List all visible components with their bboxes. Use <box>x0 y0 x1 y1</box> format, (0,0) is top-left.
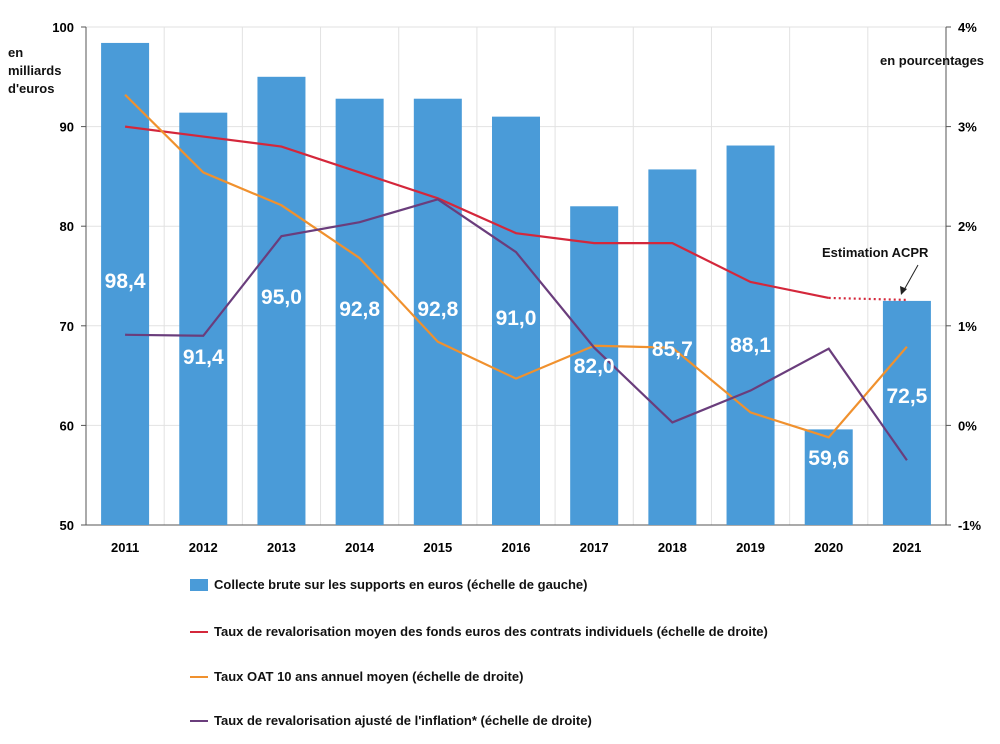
annotation-estimation: Estimation ACPR <box>822 245 929 260</box>
left-tick-label: 70 <box>60 319 74 334</box>
right-tick-label: 1% <box>958 319 977 334</box>
legend-swatch-line <box>190 719 208 722</box>
x-tick-label: 2020 <box>814 540 843 555</box>
legend-swatch-line <box>190 630 208 633</box>
legend-item-collecte: Collecte brute sur les supports en euros… <box>190 577 588 592</box>
bar-2015 <box>413 98 462 525</box>
left-tick-label: 60 <box>60 418 74 433</box>
bar-2012 <box>179 112 228 525</box>
right-tick-label: -1% <box>958 518 982 533</box>
left-axis-label: en milliards d'euros <box>8 45 62 96</box>
bar-data-label: 95,0 <box>261 286 302 309</box>
right-axis-label: en pourcentages <box>880 53 985 68</box>
line-series-2 <box>124 93 908 439</box>
legend-label: Collecte brute sur les supports en euros… <box>214 577 588 592</box>
bar-2016 <box>492 116 540 525</box>
bar-data-label: 82,0 <box>574 355 615 378</box>
right-tick-label: 0% <box>958 418 977 433</box>
bar-2019 <box>726 145 775 526</box>
bar-data-label: 91,0 <box>496 307 537 330</box>
bar-2017 <box>570 206 619 525</box>
bar-data-label: 85,7 <box>652 338 693 361</box>
bar-data-label: 92,8 <box>417 298 458 321</box>
bar-2011 <box>101 42 150 525</box>
x-tick-label: 2015 <box>423 540 452 555</box>
left-tick-label: 100 <box>52 20 74 35</box>
right-tick-label: 4% <box>958 20 977 35</box>
bar-2021 <box>882 300 931 525</box>
line-series-3 <box>125 198 908 461</box>
x-tick-label: 2016 <box>502 540 531 555</box>
right-tick-label: 2% <box>958 219 977 234</box>
x-tick-label: 2011 <box>111 540 139 555</box>
legend-item-oat: Taux OAT 10 ans annuel moyen (échelle de… <box>190 669 523 684</box>
bar-2020 <box>804 429 853 525</box>
legend-item-taux-revalorisation: Taux de revalorisation moyen des fonds e… <box>190 624 768 639</box>
x-tick-label: 2017 <box>580 540 609 555</box>
bar-data-label: 98,4 <box>105 270 146 293</box>
x-tick-label: 2021 <box>892 540 921 555</box>
bar-data-label: 91,4 <box>183 346 224 369</box>
bar-data-label: 92,8 <box>339 298 380 321</box>
line-series-1 <box>124 125 829 299</box>
legend-label: Taux de revalorisation moyen des fonds e… <box>214 624 768 639</box>
x-tick-label: 2014 <box>345 540 375 555</box>
right-tick-label: 3% <box>958 120 977 135</box>
bar-data-label: 72,5 <box>886 385 927 408</box>
legend-swatch-line <box>190 675 208 678</box>
x-tick-label: 2018 <box>658 540 687 555</box>
left-tick-label: 90 <box>60 120 74 135</box>
legend-item-ajuste-inflation: Taux de revalorisation ajusté de l'infla… <box>190 713 592 728</box>
legend-swatch-bar <box>190 578 208 591</box>
x-tick-label: 2013 <box>267 540 296 555</box>
annotation-arrow <box>903 264 919 291</box>
bar-2014 <box>335 98 384 525</box>
line-series-1-estimate <box>828 296 907 302</box>
bar-data-label: 88,1 <box>730 334 771 357</box>
left-tick-label: 50 <box>60 518 74 533</box>
x-tick-label: 2019 <box>736 540 765 555</box>
annotation-arrowhead <box>900 286 907 295</box>
left-tick-label: 80 <box>60 219 74 234</box>
x-tick-label: 2012 <box>189 540 218 555</box>
legend-label: Taux de revalorisation ajusté de l'infla… <box>214 713 592 728</box>
legend-label: Taux OAT 10 ans annuel moyen (échelle de… <box>214 669 524 684</box>
bar-data-label: 59,6 <box>808 447 849 470</box>
